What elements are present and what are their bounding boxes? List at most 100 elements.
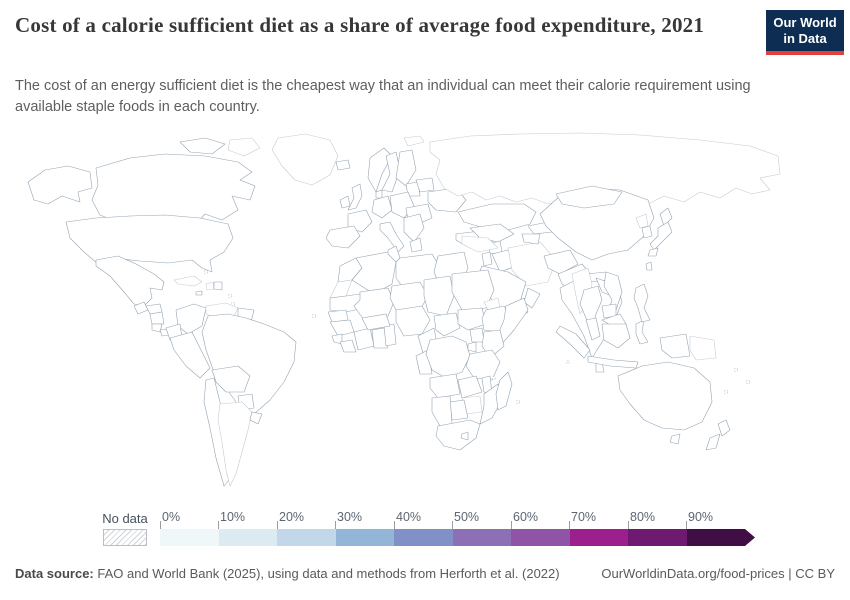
country-jamaica[interactable] xyxy=(195,290,203,296)
country-philippines[interactable] xyxy=(633,283,651,323)
country-tajikistan[interactable] xyxy=(521,233,541,245)
country-costa-rica[interactable] xyxy=(151,323,163,333)
country-peru[interactable] xyxy=(169,331,211,379)
country-sweden[interactable] xyxy=(381,151,401,193)
country-haiti[interactable] xyxy=(205,281,215,291)
country-south-korea[interactable] xyxy=(641,225,653,239)
country-western-sahara[interactable] xyxy=(329,279,353,299)
island-new-caledonia xyxy=(723,389,729,395)
country-new-zealand-south[interactable] xyxy=(705,433,721,451)
country-tasmania[interactable] xyxy=(669,433,681,445)
country-sumatra[interactable] xyxy=(555,325,591,359)
legend-bin-30-40[interactable] xyxy=(335,529,394,546)
country-iceland[interactable] xyxy=(335,159,351,171)
country-malaysia-peninsula[interactable] xyxy=(585,317,601,341)
country-balkans[interactable] xyxy=(403,213,425,243)
country-denmark[interactable] xyxy=(375,189,383,199)
legend-bin-70-80[interactable] xyxy=(569,529,628,546)
country-papua-indonesia[interactable] xyxy=(659,333,691,359)
country-cuba[interactable] xyxy=(173,275,203,287)
country-tanzania[interactable] xyxy=(465,349,501,381)
owid-license-link[interactable]: OurWorldinData.org/food-prices | CC BY xyxy=(601,566,835,581)
country-italy[interactable] xyxy=(379,221,405,253)
country-iran[interactable] xyxy=(507,241,557,287)
country-bolivia[interactable] xyxy=(211,365,251,393)
country-south-sudan[interactable] xyxy=(457,307,487,331)
legend-bin-20-30[interactable] xyxy=(277,529,336,546)
country-united-states[interactable] xyxy=(65,214,234,273)
country-brazil[interactable] xyxy=(201,313,297,417)
country-namibia[interactable] xyxy=(431,395,453,427)
country-kalimantan[interactable] xyxy=(601,323,631,349)
legend-tick-label: 80% xyxy=(630,510,656,524)
country-chad[interactable] xyxy=(423,275,455,317)
country-ireland[interactable] xyxy=(339,195,351,209)
country-japan-kyushu[interactable] xyxy=(647,247,659,257)
legend-bin-60-70[interactable] xyxy=(511,529,570,546)
country-guinea[interactable] xyxy=(329,319,355,337)
country-iberia[interactable] xyxy=(325,225,361,249)
country-south-africa[interactable] xyxy=(435,419,481,451)
country-jordan-israel[interactable] xyxy=(481,251,493,267)
country-lesotho[interactable] xyxy=(460,431,469,441)
country-alaska[interactable] xyxy=(27,165,93,205)
country-ivory-coast[interactable] xyxy=(353,327,375,351)
legend-bin-0-10[interactable] xyxy=(160,529,219,546)
country-greenland[interactable] xyxy=(271,133,339,186)
country-mongolia[interactable] xyxy=(555,185,623,209)
country-ellesmere[interactable] xyxy=(227,137,261,157)
country-liberia[interactable] xyxy=(339,339,357,353)
country-greece[interactable] xyxy=(409,237,423,253)
owid-logo[interactable]: Our World in Data xyxy=(766,10,844,55)
country-nigeria[interactable] xyxy=(395,305,431,337)
country-somalia[interactable] xyxy=(497,297,529,347)
country-finland[interactable] xyxy=(395,149,417,187)
country-north-korea[interactable] xyxy=(635,213,649,229)
country-kazakhstan[interactable] xyxy=(457,203,537,231)
country-angola[interactable] xyxy=(429,373,461,399)
country-niger[interactable] xyxy=(389,281,429,311)
country-madagascar[interactable] xyxy=(495,371,513,411)
country-canada[interactable] xyxy=(91,153,256,226)
country-new-zealand-north[interactable] xyxy=(717,419,731,437)
country-togo-benin[interactable] xyxy=(383,323,397,347)
country-uganda[interactable] xyxy=(469,327,485,343)
country-burkina-faso[interactable] xyxy=(361,313,391,331)
country-japan-honshu[interactable] xyxy=(649,221,673,251)
country-dominican-republic[interactable] xyxy=(213,281,223,291)
map-svg xyxy=(27,132,781,487)
legend-bin-50-60[interactable] xyxy=(452,529,511,546)
legend-bin-40-50[interactable] xyxy=(394,529,453,546)
country-ghana[interactable] xyxy=(371,327,389,349)
country-sulawesi[interactable] xyxy=(635,319,649,345)
country-mexico[interactable] xyxy=(95,255,165,307)
country-papua-new-guinea[interactable] xyxy=(689,335,717,361)
country-argentina[interactable] xyxy=(217,401,253,487)
country-turkmenistan[interactable] xyxy=(461,235,499,253)
country-japan-hokkaido[interactable] xyxy=(659,207,673,227)
legend-bin-90-plus[interactable] xyxy=(686,529,745,546)
country-arctic-islands[interactable] xyxy=(179,137,226,155)
country-taiwan[interactable] xyxy=(645,261,653,271)
country-sudan[interactable] xyxy=(451,269,495,311)
country-java[interactable] xyxy=(587,355,639,369)
country-united-kingdom[interactable] xyxy=(347,183,363,211)
country-zambia[interactable] xyxy=(457,375,483,399)
country-nicaragua[interactable] xyxy=(149,311,165,325)
country-dr-congo[interactable] xyxy=(425,335,471,379)
legend-bin-10-20[interactable] xyxy=(218,529,277,546)
country-afghanistan[interactable] xyxy=(543,249,579,275)
country-oman[interactable] xyxy=(523,287,541,309)
country-australia[interactable] xyxy=(617,361,713,431)
legend-no-data-swatch[interactable] xyxy=(103,529,147,546)
legend-bin-80-90[interactable] xyxy=(628,529,687,546)
country-svalbard[interactable] xyxy=(403,135,425,147)
country-belarus[interactable] xyxy=(415,177,435,193)
country-norway[interactable] xyxy=(367,147,393,193)
country-rwanda-burundi[interactable] xyxy=(467,341,477,353)
country-germany[interactable] xyxy=(371,195,393,219)
country-car[interactable] xyxy=(433,312,461,337)
country-mali[interactable] xyxy=(353,287,395,321)
country-uruguay[interactable] xyxy=(249,411,263,425)
country-algeria[interactable] xyxy=(351,251,397,295)
